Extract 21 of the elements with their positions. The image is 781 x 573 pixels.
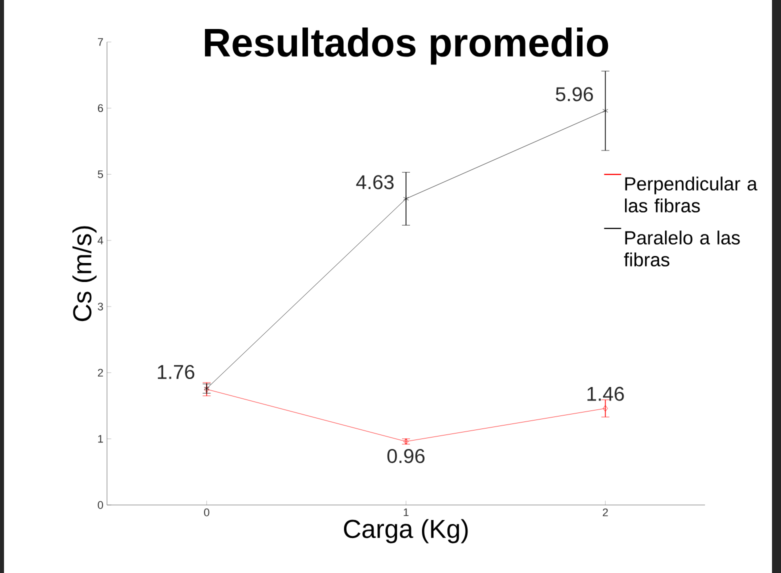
data-label: 5.96 [556, 87, 593, 102]
y-axis-title: Cs (m/s) [72, 226, 97, 322]
y-tick-label: 2 [98, 368, 103, 377]
chart-title: Resultados promedio [204, 28, 608, 65]
x-axis-title: Carga (Kg) [344, 519, 468, 544]
data-label: 1.76 [158, 364, 194, 380]
x-tick-label: 2 [602, 508, 608, 516]
legend-label: Paralelo a las fibras [624, 230, 740, 266]
y-tick-label: 1 [98, 435, 103, 443]
x-tick-label: 0 [204, 508, 210, 516]
data-label: 1.46 [587, 386, 624, 401]
legend-label: Perpendicular a las fibras [625, 176, 758, 212]
y-tick-label: 4 [98, 236, 104, 244]
data-label: 0.96 [387, 449, 425, 464]
data-label: 4.63 [356, 175, 394, 190]
y-tick-label: 3 [98, 302, 104, 310]
y-tick-label: 5 [98, 170, 104, 178]
y-tick-label: 6 [98, 104, 104, 112]
y-tick-label: 7 [98, 38, 103, 46]
y-tick-label: 0 [98, 501, 104, 509]
x-tick-label: 1 [404, 508, 409, 516]
